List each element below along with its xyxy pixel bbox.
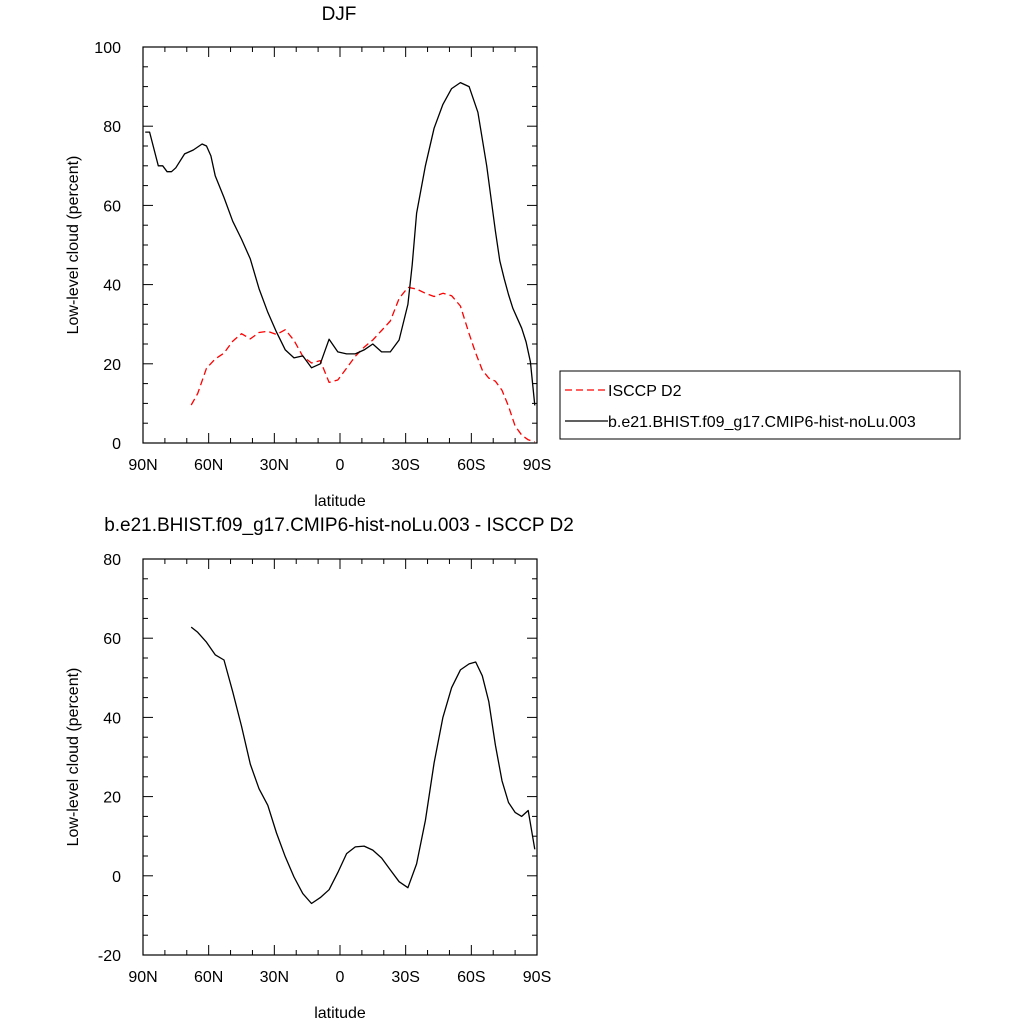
panel-bottom-x-tick-label: 60N <box>194 969 223 986</box>
panel-top-y-tick-label: 20 <box>103 357 121 374</box>
legend: ISCCP D2 b.e21.BHIST.f09_g17.CMIP6-hist-… <box>559 370 961 440</box>
panel-top-series-line-0 <box>190 286 535 443</box>
panel-bottom-y-tick-label: 60 <box>103 631 121 648</box>
panel-bottom-y-tick-label: -20 <box>98 948 121 965</box>
panel-top-x-tick-label: 60S <box>457 457 485 474</box>
panel-bottom-x-tick-label: 0 <box>336 969 345 986</box>
panel-top-series-line-1 <box>145 81 536 406</box>
panel-bottom-x-axis-label: latitude <box>314 1005 366 1022</box>
panel-bottom-plot-frame <box>142 558 538 956</box>
panel-top-plot-frame <box>142 46 538 444</box>
panel-bottom-series-line-0 <box>190 626 536 905</box>
panel-bottom: b.e21.BHIST.f09_g17.CMIP6-hist-noLu.003 … <box>65 515 574 1022</box>
panel-bottom-y-tick-label: 80 <box>103 552 121 569</box>
panel-top-y-tick-label: 60 <box>103 198 121 215</box>
panel-bottom-x-tick-label: 90N <box>128 969 157 986</box>
panel-top-x-tick-label: 30N <box>260 457 289 474</box>
legend-box <box>559 370 961 440</box>
panel-bottom-x-tick-label: 90S <box>523 969 551 986</box>
panel-top-title: DJF <box>322 4 357 25</box>
panel-top-y-tick-label: 80 <box>103 119 121 136</box>
panel-bottom-title: b.e21.BHIST.f09_g17.CMIP6-hist-noLu.003 … <box>104 515 574 536</box>
panel-top-x-tick-label: 30S <box>391 457 419 474</box>
panel-top-x-tick-label: 60N <box>194 457 223 474</box>
panel-bottom-x-tick-label: 60S <box>457 969 485 986</box>
panel-top-y-tick-label: 0 <box>112 436 121 453</box>
panel-top-x-tick-label: 90S <box>523 457 551 474</box>
panel-top-y-tick-label: 100 <box>94 40 121 57</box>
panel-top-x-axis-label: latitude <box>314 493 366 510</box>
panel-bottom-y-tick-label: 20 <box>103 790 121 807</box>
panel-bottom-y-axis-label: Low-level cloud (percent) <box>65 668 82 847</box>
panel-top-x-tick-label: 0 <box>336 457 345 474</box>
panel-top-y-tick-label: 40 <box>103 278 121 295</box>
panel-bottom-y-tick-label: 0 <box>112 869 121 886</box>
legend-label-model: b.e21.BHIST.f09_g17.CMIP6-hist-noLu.003 <box>608 414 916 431</box>
legend-label-isccp: ISCCP D2 <box>608 383 682 400</box>
panel-bottom-y-tick-label: 40 <box>103 710 121 727</box>
panel-top-x-tick-label: 90N <box>128 457 157 474</box>
panel-bottom-x-tick-label: 30S <box>391 969 419 986</box>
panel-top-y-axis-label: Low-level cloud (percent) <box>65 156 82 335</box>
panel-top: DJF 90N 60N 30N 0 30S 60S 90S 0 20 40 60 80 100 lati… <box>65 4 961 510</box>
panel-bottom-x-tick-label: 30N <box>260 969 289 986</box>
